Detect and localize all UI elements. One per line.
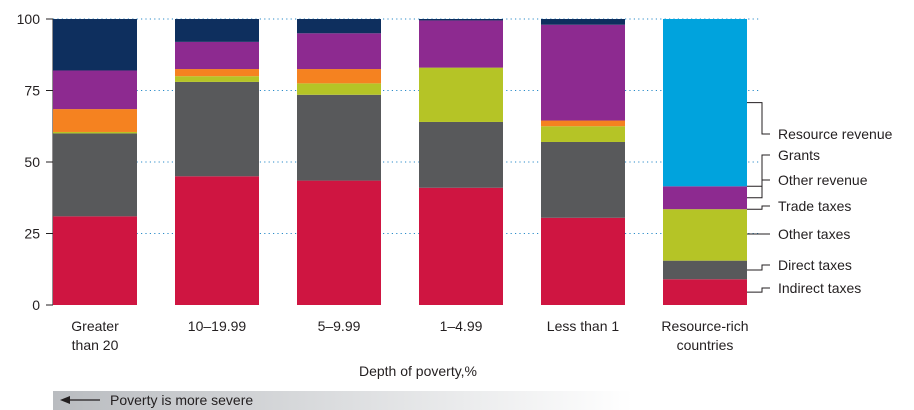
legend-label: Trade taxes <box>778 198 851 214</box>
legend-leader-line <box>747 179 770 199</box>
bar-segment <box>297 69 381 84</box>
bar-segment <box>663 209 747 261</box>
legend-label: Other taxes <box>778 226 850 242</box>
severity-band <box>53 391 633 410</box>
arrowhead-icon <box>60 396 70 404</box>
x-category-label: 1–4.99 <box>440 318 483 334</box>
y-axis: 0 25 50 75 100 <box>17 11 54 313</box>
x-category-label: Resource-rich countries <box>661 318 748 353</box>
bar-segment <box>419 19 503 21</box>
bar-segment <box>175 76 259 82</box>
severity-note-text: Poverty is more severe <box>110 392 253 408</box>
legend-leader-line <box>747 264 770 271</box>
bar-segment <box>663 279 747 305</box>
legend-leader-line <box>747 205 770 210</box>
bar-segment <box>297 83 381 95</box>
legend-label: Grants <box>778 147 820 163</box>
x-axis-title: Depth of poverty,% <box>359 363 477 379</box>
bar-segment <box>663 260 747 280</box>
y-tick-label: 0 <box>32 297 40 313</box>
bar-segment <box>53 216 137 305</box>
bar-segment <box>297 180 381 305</box>
bar-segment <box>663 19 747 187</box>
bar-segment <box>175 176 259 305</box>
bar-segment <box>663 186 747 210</box>
legend-leader-line <box>747 287 770 293</box>
legend-label: Other revenue <box>778 172 868 188</box>
legend-leader-line <box>747 154 770 187</box>
severity-note: Poverty is more severe <box>53 391 633 410</box>
bar-segment <box>419 20 503 68</box>
gridlines <box>53 18 760 234</box>
bar-segment <box>175 69 259 77</box>
legend-label: Indirect taxes <box>778 280 861 296</box>
bar-segment <box>297 94 381 181</box>
bar-segment <box>541 126 625 142</box>
bar-segment <box>419 187 503 305</box>
x-category-label: Less than 1 <box>547 318 620 334</box>
bar-segment <box>53 131 137 134</box>
bar-segment <box>297 33 381 70</box>
x-category-label: 5–9.99 <box>318 318 361 334</box>
bar-segment <box>175 19 259 42</box>
x-axis-categories: Greater than 20 10–19.99 5–9.99 1–4.99 Less t… <box>71 318 748 353</box>
x-category-label: 10–19.99 <box>188 318 247 334</box>
bar-segment <box>541 19 625 25</box>
bars <box>53 19 747 305</box>
y-tick-label: 75 <box>24 83 40 99</box>
x-category-label: Greater than 20 <box>71 318 119 353</box>
legend: Indirect taxes Direct taxes Other taxes Tra… <box>747 102 893 296</box>
bar-segment <box>53 109 137 132</box>
bar-segment <box>419 67 503 122</box>
bar-segment <box>53 19 137 71</box>
bar-segment <box>541 217 625 305</box>
legend-leader-line <box>747 102 770 135</box>
bar-segment <box>53 70 137 110</box>
bar-segment <box>53 133 137 217</box>
legend-label: Direct taxes <box>778 257 852 273</box>
bar-segment <box>297 19 381 34</box>
y-tick-label: 50 <box>24 154 40 170</box>
bar-segment <box>175 81 259 177</box>
bar-segment <box>541 24 625 121</box>
bar-segment <box>175 41 259 70</box>
y-tick-label: 25 <box>24 226 40 242</box>
bar-segment <box>541 141 625 218</box>
bar-segment <box>541 120 625 127</box>
bar-segment <box>419 121 503 188</box>
legend-label: Resource revenue <box>778 126 893 142</box>
y-tick-label: 100 <box>17 11 41 27</box>
